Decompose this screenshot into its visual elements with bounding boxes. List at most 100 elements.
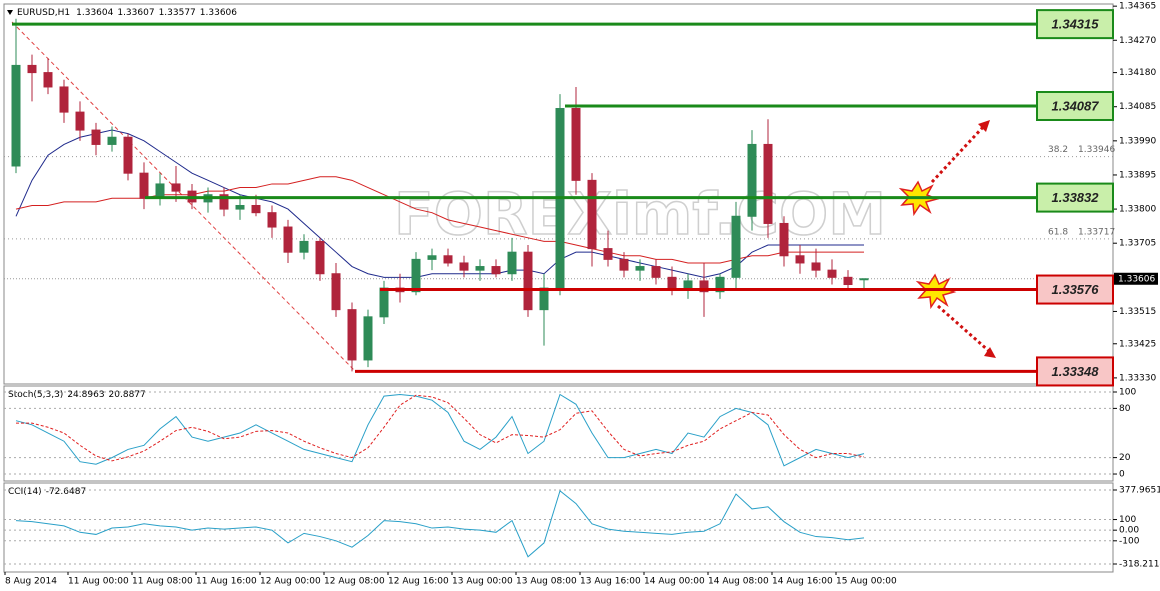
- x-tick-label: 14 Aug 00:00: [644, 577, 705, 587]
- fibo-ratio: 61.8: [1048, 227, 1068, 237]
- candle-body: [603, 248, 613, 260]
- candle-body: [683, 280, 693, 289]
- candle-body: [667, 276, 677, 289]
- level-box: [1036, 91, 1114, 122]
- x-tick-label: 8 Aug 2014: [5, 577, 57, 587]
- x-tick-label: 13 Aug 16:00: [580, 577, 641, 587]
- level-label: 1.33576: [1052, 282, 1100, 297]
- y-tick-label: 1.34085: [1119, 102, 1156, 112]
- y-tick-label: 100: [1119, 515, 1136, 525]
- candle-body: [171, 183, 181, 192]
- y-tick-label: 1.34180: [1119, 68, 1156, 78]
- y-tick-label: 1.34270: [1119, 36, 1156, 46]
- candle-body: [11, 64, 21, 167]
- candle-body: [859, 278, 869, 281]
- candle-body: [475, 266, 485, 271]
- level-label: 1.33832: [1052, 190, 1100, 205]
- y-tick-label: 1.33515: [1119, 307, 1156, 317]
- y-tick-label: 20: [1119, 453, 1131, 463]
- candle-body: [523, 251, 533, 311]
- level-label: 1.34087: [1052, 98, 1100, 113]
- high: 1.33607: [117, 8, 154, 18]
- candle-body: [27, 64, 37, 74]
- x-tick-label: 11 Aug 00:00: [68, 577, 129, 587]
- level-box: [1036, 274, 1114, 305]
- candle-body: [219, 194, 229, 210]
- watermark: FOREXimf.COM: [394, 180, 886, 248]
- candle-body: [123, 136, 133, 174]
- candle-body: [411, 258, 421, 293]
- candle-body: [651, 266, 661, 278]
- indicator-line: [16, 394, 865, 462]
- candle-body: [443, 255, 453, 264]
- y-tick-label: 1.33990: [1119, 136, 1156, 146]
- candle-body: [507, 251, 517, 275]
- candle-body: [59, 86, 69, 113]
- candle-body: [699, 280, 709, 293]
- candle-body: [363, 316, 373, 361]
- header: EURUSD,H1 1.33604 1.33607 1.33577 1.33606: [17, 8, 237, 18]
- candle-body: [587, 179, 597, 250]
- x-tick-label: 12 Aug 16:00: [388, 577, 449, 587]
- level-label: 1.34315: [1052, 17, 1100, 32]
- candle-body: [107, 136, 117, 145]
- candle-body: [315, 240, 325, 275]
- stoch-panel: [3, 385, 1114, 482]
- candle-body: [571, 108, 581, 181]
- candle-body: [459, 262, 469, 271]
- candle-body: [827, 269, 837, 278]
- background-layer: FOREXimf.COM: [11, 21, 887, 373]
- y-tick-label: 1.33800: [1119, 205, 1156, 215]
- candle-body: [763, 143, 773, 224]
- y-tick-label: 0: [1119, 470, 1125, 480]
- fibo-price: 1.33946: [1078, 145, 1115, 155]
- indicator-line: [15, 393, 865, 467]
- x-tick-label: 12 Aug 00:00: [260, 577, 321, 587]
- candle-body: [843, 276, 853, 286]
- y-tick-label: 1.34365: [1119, 2, 1156, 12]
- level-box: [1036, 182, 1114, 213]
- x-tick-label: 13 Aug 08:00: [516, 577, 577, 587]
- y-tick-label: 1.33330: [1119, 373, 1156, 383]
- candle-body: [235, 204, 245, 210]
- close: 1.33606: [200, 8, 237, 18]
- arrow-up: [930, 124, 986, 184]
- candle-body: [779, 222, 789, 257]
- candle-body: [427, 255, 437, 260]
- level-box: [1036, 9, 1114, 40]
- fibo-price: 1.33717: [1078, 227, 1115, 237]
- candle-body: [619, 258, 629, 271]
- y-tick-label: 0.00: [1119, 526, 1139, 536]
- candle-body: [75, 111, 85, 131]
- y-tick-label: -318.2114: [1119, 559, 1160, 569]
- cci-value: -72.6487: [46, 487, 86, 497]
- indicator-line: [15, 129, 864, 278]
- low: 1.33577: [159, 8, 196, 18]
- candle-body: [251, 204, 261, 214]
- fibo-ratio: 38.2: [1048, 145, 1068, 155]
- indicator-line: [15, 489, 865, 558]
- cci-panel: [3, 482, 1114, 573]
- stoch-title: Stoch(5,3,3) 24.8963 20.8877: [8, 390, 146, 400]
- x-tick-label: 13 Aug 00:00: [452, 577, 513, 587]
- candle-body: [267, 212, 277, 228]
- candle-body: [331, 273, 341, 311]
- y-tick-label: -100: [1119, 536, 1140, 546]
- price-box-label: 1.33606: [1118, 274, 1155, 284]
- indicator-name: CCI(14): [8, 487, 42, 497]
- x-tick-label: 11 Aug 08:00: [132, 577, 193, 587]
- indicator-name: Stoch(5,3,3): [8, 390, 63, 400]
- y-tick-label: 377.9651: [1119, 485, 1160, 495]
- candle-body: [299, 240, 309, 253]
- cci-title: CCI(14) -72.6487: [8, 487, 86, 497]
- arrow-up-head: [978, 120, 990, 132]
- level-label: 1.33348: [1052, 364, 1100, 379]
- level-box: [1036, 356, 1114, 387]
- y-tick-label: 1.33895: [1119, 170, 1156, 180]
- signal-value: 20.8877: [109, 390, 146, 400]
- y-tick-label: 100: [1119, 387, 1136, 397]
- candle-body: [91, 129, 101, 145]
- candle-body: [283, 226, 293, 253]
